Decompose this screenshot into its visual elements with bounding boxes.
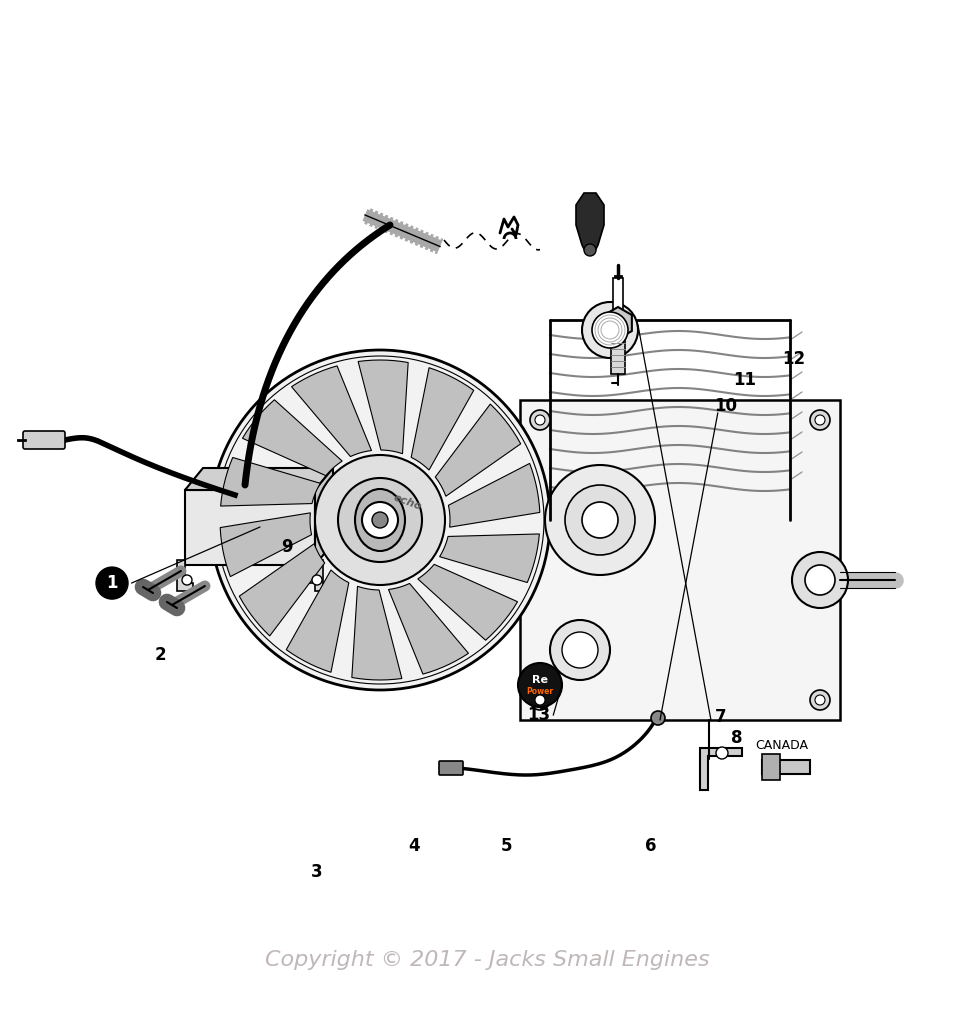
Polygon shape <box>604 307 632 338</box>
Polygon shape <box>220 513 312 577</box>
Circle shape <box>362 502 398 538</box>
Polygon shape <box>411 367 473 470</box>
Text: Re: Re <box>532 675 548 685</box>
Circle shape <box>312 575 322 585</box>
Text: 9: 9 <box>281 538 293 556</box>
Bar <box>613 278 623 313</box>
Text: Copyright © 2017 - Jacks Small Engines: Copyright © 2017 - Jacks Small Engines <box>265 950 709 970</box>
Circle shape <box>565 485 635 555</box>
Circle shape <box>338 478 422 562</box>
Polygon shape <box>307 560 323 591</box>
Circle shape <box>216 356 544 684</box>
Circle shape <box>716 747 728 759</box>
Circle shape <box>530 690 550 710</box>
Polygon shape <box>177 560 193 591</box>
Circle shape <box>810 410 830 430</box>
Circle shape <box>815 695 825 705</box>
Text: Power: Power <box>526 686 553 696</box>
Text: echo: echo <box>393 492 424 512</box>
Circle shape <box>584 244 596 256</box>
Circle shape <box>535 695 545 705</box>
Text: 5: 5 <box>501 837 512 856</box>
Bar <box>611 338 625 374</box>
Polygon shape <box>448 463 540 527</box>
Text: 11: 11 <box>733 370 757 389</box>
Polygon shape <box>315 467 333 565</box>
Text: 7: 7 <box>715 708 727 727</box>
Circle shape <box>582 502 618 538</box>
Circle shape <box>96 567 128 600</box>
Bar <box>185 490 315 565</box>
Text: 8: 8 <box>730 729 742 747</box>
Ellipse shape <box>355 489 405 551</box>
Polygon shape <box>700 748 742 791</box>
Text: 1: 1 <box>106 574 118 592</box>
Text: 2: 2 <box>154 646 166 665</box>
Polygon shape <box>352 586 402 680</box>
Polygon shape <box>435 405 521 496</box>
Circle shape <box>805 565 835 595</box>
Text: 12: 12 <box>782 350 805 368</box>
Bar <box>762 760 810 774</box>
Text: 4: 4 <box>408 837 420 856</box>
Circle shape <box>651 711 665 725</box>
Text: CANADA: CANADA <box>755 739 807 751</box>
Text: SMALL ENGINES: SMALL ENGINES <box>352 584 622 612</box>
FancyBboxPatch shape <box>520 400 840 720</box>
Circle shape <box>815 415 825 425</box>
Circle shape <box>810 690 830 710</box>
Text: 3: 3 <box>311 863 322 881</box>
Circle shape <box>545 465 655 575</box>
Circle shape <box>582 302 638 358</box>
Polygon shape <box>576 193 604 253</box>
Circle shape <box>792 552 848 608</box>
Circle shape <box>210 350 550 690</box>
Polygon shape <box>358 360 408 454</box>
Polygon shape <box>418 565 517 640</box>
Circle shape <box>372 512 388 528</box>
Text: 13: 13 <box>527 706 550 724</box>
Text: 10: 10 <box>714 396 737 415</box>
Text: 6: 6 <box>645 837 656 856</box>
Circle shape <box>535 415 545 425</box>
Circle shape <box>530 410 550 430</box>
Circle shape <box>562 632 598 668</box>
Circle shape <box>315 455 445 585</box>
Polygon shape <box>240 544 324 636</box>
Polygon shape <box>439 534 540 582</box>
Polygon shape <box>185 467 333 490</box>
Circle shape <box>592 312 628 348</box>
FancyBboxPatch shape <box>439 761 463 775</box>
Polygon shape <box>389 583 468 674</box>
Circle shape <box>182 575 192 585</box>
Circle shape <box>550 620 610 680</box>
Polygon shape <box>286 570 349 672</box>
Polygon shape <box>243 399 342 476</box>
Polygon shape <box>220 457 320 506</box>
Polygon shape <box>291 366 371 456</box>
Text: JACKS: JACKS <box>356 519 618 590</box>
FancyBboxPatch shape <box>23 431 65 449</box>
Circle shape <box>518 663 562 707</box>
Bar <box>762 754 780 780</box>
